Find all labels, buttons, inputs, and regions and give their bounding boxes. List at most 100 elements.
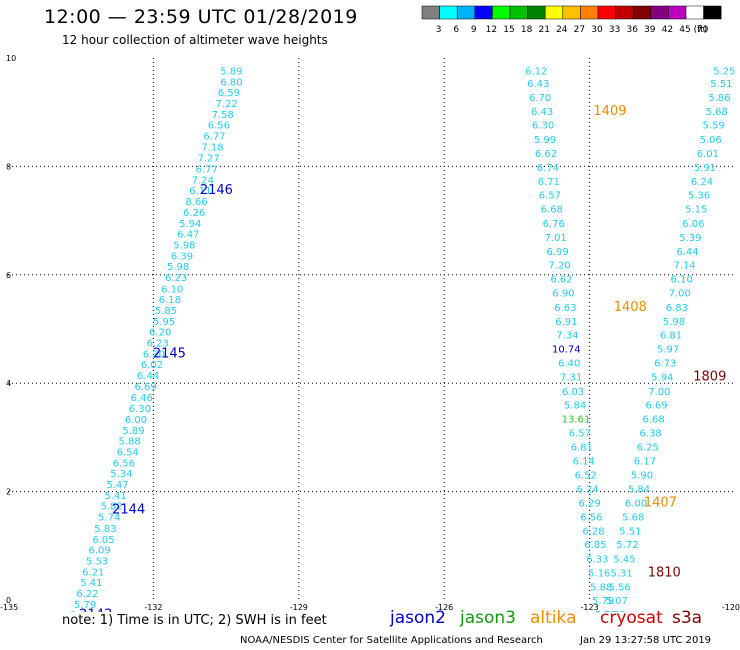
colorbar-tick-label: 27 (574, 25, 585, 35)
colorbar-unit: (ft) (694, 25, 708, 35)
wave-height-label: 5.86 (708, 93, 730, 104)
colorbar-tick-label: 70 (697, 25, 709, 35)
latitude-tick-label: 0 (6, 596, 11, 605)
pass-id-label: 2144 (112, 502, 145, 517)
wave-height-label: 6.43 (527, 79, 549, 90)
wave-height-label: 6.39 (171, 251, 193, 262)
wave-height-label: 5.72 (616, 540, 638, 551)
wave-height-label: 6.20 (149, 328, 171, 339)
wave-height-label: 6.23 (165, 273, 187, 284)
page-title: 12:00 — 23:59 UTC 01/28/2019 (44, 6, 358, 28)
wave-height-label: 6.74 (537, 163, 559, 174)
wave-height-label: 5.89 (122, 426, 144, 437)
wave-height-label: 6.71 (538, 177, 560, 188)
wave-height-label: 7.58 (212, 110, 234, 121)
satellite-legend-altika: altika (530, 608, 577, 628)
wave-height-label: 5.25 (713, 66, 735, 77)
wave-height-label: 6.90 (552, 289, 574, 300)
wave-height-label: 7.20 (548, 261, 570, 272)
colorbar-tick-label: 18 (521, 25, 533, 35)
wave-height-label: 5.98 (173, 240, 195, 251)
wave-height-label: 5.48 (604, 610, 626, 612)
wave-height-label: 6.14 (573, 457, 595, 468)
wave-height-label: 7.14 (673, 261, 695, 272)
wave-height-label: 6.22 (76, 589, 98, 600)
wave-height-label: 6.47 (177, 230, 199, 241)
generation-timestamp: Jan 29 13:27:58 UTC 2019 (580, 635, 712, 646)
wave-height-label: 6.29 (578, 498, 600, 509)
pass-id-label: 2145 (153, 346, 186, 361)
wave-height-label: 5.36 (688, 191, 710, 202)
wave-height-label: 6.02 (141, 360, 163, 371)
wave-height-label: 5.85 (155, 306, 177, 317)
wave-height-label: 5.88 (590, 582, 612, 593)
wave-height-label: 6.28 (582, 527, 604, 538)
wave-height-label: 5.94 (651, 373, 673, 384)
wave-height-label: 6.77 (196, 165, 218, 176)
wave-height-label: 7.01 (545, 233, 567, 244)
wave-height-label: 5.79 (74, 600, 96, 611)
colorbar-tick-label: 33 (609, 25, 620, 35)
wave-height-label: 5.41 (80, 578, 102, 589)
wave-height-label: 6.81 (660, 330, 682, 341)
wave-height-label: 5.98 (167, 262, 189, 273)
longitude-tick-label: -132 (144, 603, 162, 612)
colorbar-tick-label: 12 (486, 25, 497, 35)
wave-height-label: 5.47 (106, 480, 128, 491)
wave-height-label: 6.57 (569, 429, 591, 440)
wave-height-label: 7.18 (201, 142, 223, 153)
wave-height-label: 6.06 (682, 219, 704, 230)
wave-height-label: 6.24 (691, 177, 713, 188)
wave-height-label: 5.56 (609, 582, 631, 593)
wave-height-label: 6.25 (637, 443, 659, 454)
wave-height-label: 5.95 (153, 317, 175, 328)
wave-height-label: 6.46 (131, 393, 153, 404)
colorbar-tick-label: 39 (644, 25, 656, 35)
wave-height-label: 7.34 (556, 330, 578, 341)
colorbar-tick-label: 21 (538, 25, 549, 35)
wave-height-label: 5.79 (592, 596, 614, 607)
wave-height-label: 5.16 (588, 568, 610, 579)
wave-height-label: 6.23 (147, 339, 169, 350)
wave-height-label: 7.22 (215, 99, 237, 110)
wave-height-label: 6.09 (88, 546, 110, 557)
wave-height-label: 5.51 (619, 527, 641, 538)
units-note: note: 1) Time is in UTC; 2) SWH is in fe… (62, 613, 327, 628)
wave-height-label: 5.68 (705, 107, 727, 118)
wave-height-label: 6.18 (159, 295, 181, 306)
wave-height-label: 6.24 (577, 484, 599, 495)
wave-height-label: 5.91 (694, 163, 716, 174)
wave-height-label: 6.52 (575, 470, 597, 481)
colorbar-tick-label: 24 (556, 25, 568, 35)
colorbar-tick-label: 15 (503, 25, 514, 35)
pass-id-label: 1409 (593, 104, 626, 119)
wave-height-label: 6.56 (580, 513, 602, 524)
wave-height-label: 6.69 (135, 382, 157, 393)
wave-height-label: 5.06 (700, 135, 722, 146)
wave-height-label: 5.51 (710, 79, 732, 90)
wave-height-label: 6.81 (571, 443, 593, 454)
page-subtitle: 12 hour collection of altimeter wave hei… (62, 33, 328, 47)
longitude-tick-label: -135 (0, 603, 18, 612)
colorbar-tick-label: 42 (662, 25, 673, 35)
wave-height-label: 6.44 (137, 371, 159, 382)
satellite-legend-jason2: jason2 (390, 608, 446, 628)
wave-height-label: 6.99 (546, 247, 568, 258)
wave-height-label: 6.62 (550, 275, 572, 286)
wave-height-label: 10.74 (552, 345, 581, 356)
latitude-tick-label: 10 (6, 54, 16, 63)
colorbar-tick-label: 9 (471, 25, 477, 35)
wave-height-label: 5.84 (628, 484, 650, 495)
pass-id-label: 2143 (79, 608, 112, 612)
wave-height-label: 6.26 (183, 208, 205, 219)
wave-height-label: 5.88 (119, 437, 141, 448)
colorbar-tick-label: 30 (591, 25, 603, 35)
wave-height-label: 6.30 (143, 349, 165, 360)
wave-height-label: 8.66 (185, 197, 207, 208)
colorbar-tick-label: 45 (679, 25, 690, 35)
wave-height-label: 6.54 (117, 447, 139, 458)
latitude-tick-label: 4 (6, 379, 11, 388)
wave-height-label: 6.30 (129, 404, 151, 415)
colorbar-tick-label: 3 (436, 25, 442, 35)
wave-height-label: 6.68 (541, 205, 563, 216)
